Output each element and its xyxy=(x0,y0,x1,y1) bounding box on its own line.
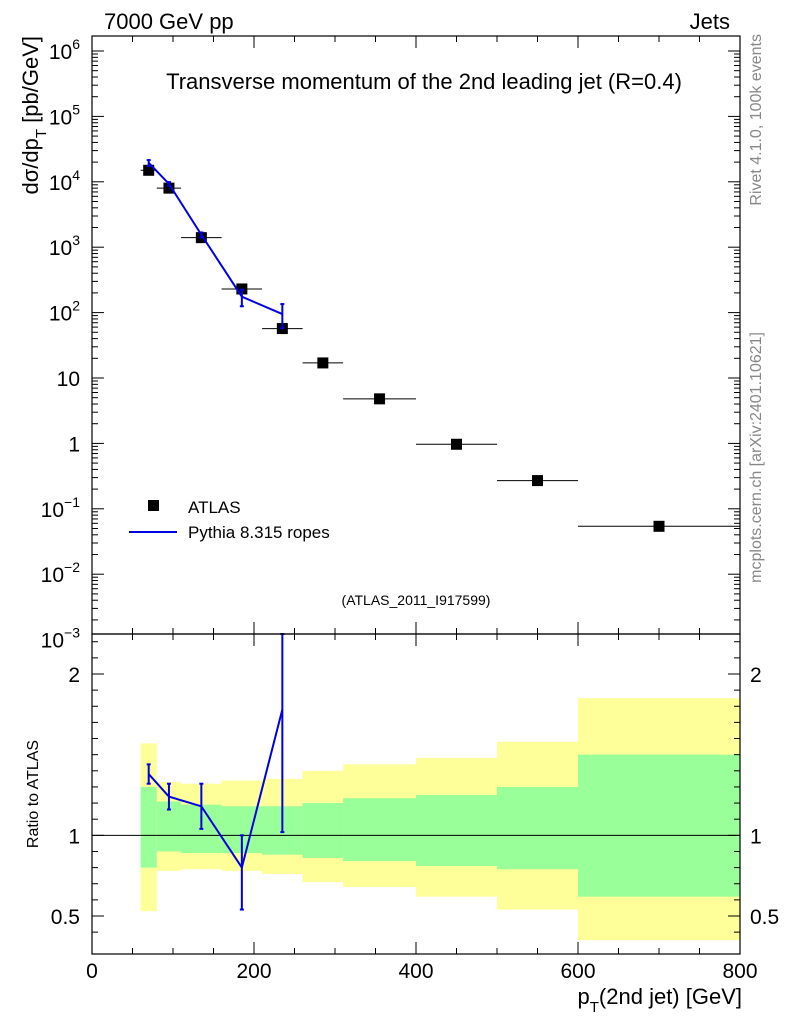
ratio-y-tick-label-right: 2 xyxy=(750,664,762,687)
legend-pythia-label: Pythia 8.315 ropes xyxy=(188,523,330,542)
x-tick-label: 400 xyxy=(398,960,433,983)
ratio-plot-panel: 0.5 0.51 12 2 0 200 400 600 800 Ratio to ATLAS … xyxy=(25,633,779,1016)
ratio-y-tick-label-right: 1 xyxy=(750,825,762,848)
side-generator-label: Rivet 4.1.0, 100k events xyxy=(748,34,765,206)
ratio-uncertainty-bands xyxy=(140,698,740,941)
main-y-tick-label: 105 xyxy=(49,101,80,129)
x-tick-labels: 0 200 400 600 800 xyxy=(86,960,757,983)
ratio-inner-band xyxy=(140,786,157,868)
x-axis-label-rest: (2nd jet) [GeV] xyxy=(599,984,742,1009)
ratio-inner-band xyxy=(497,786,578,870)
ratio-y-tick-label-left: 2 xyxy=(68,664,80,687)
atlas-data-point xyxy=(451,438,462,450)
x-tick-label: 200 xyxy=(236,960,271,983)
x-tick-label: 600 xyxy=(560,960,595,983)
main-y-tick-label: 1 xyxy=(68,433,80,456)
atlas-data-point xyxy=(532,475,543,487)
main-plot-data-layer xyxy=(140,159,740,532)
main-plot-frame xyxy=(91,35,741,635)
atlas-data-point xyxy=(653,520,665,532)
main-y-tick-label: 10−3 xyxy=(41,625,81,653)
legend: ATLAS Pythia 8.315 ropes xyxy=(129,498,330,542)
x-axis-label-p: p xyxy=(578,984,590,1009)
header-energy-label: 7000 GeV pp xyxy=(104,9,234,34)
ratio-plot-ticks xyxy=(91,634,741,954)
main-y-tick-label: 10−2 xyxy=(41,559,81,587)
x-axis-label: pT(2nd jet) [GeV] xyxy=(578,984,743,1016)
main-plot-ticks xyxy=(91,36,741,634)
atlas-data-point xyxy=(163,182,175,194)
ratio-inner-band xyxy=(416,795,497,866)
main-y-axis-label: dσ/dpT [pb/GeV] xyxy=(18,36,50,195)
ratio-inner-band xyxy=(343,798,416,862)
ratio-inner-band xyxy=(302,803,344,858)
atlas-data-point xyxy=(374,393,386,405)
main-y-tick-label: 103 xyxy=(49,232,80,260)
main-y-tick-label: 10 xyxy=(57,368,80,391)
analysis-label: (ATLAS_2011_I917599) xyxy=(342,592,491,608)
legend-atlas-marker xyxy=(148,500,159,511)
legend-atlas-label: ATLAS xyxy=(188,498,241,517)
main-y-tick-label: 106 xyxy=(49,36,80,64)
ratio-y-tick-label-left: 1 xyxy=(68,825,80,848)
x-tick-label: 800 xyxy=(722,960,757,983)
ratio-y-tick-label-right: 0.5 xyxy=(750,906,779,929)
atlas-data-point xyxy=(317,357,329,369)
ratio-inner-band xyxy=(578,754,740,897)
main-plot-title: Transverse momentum of the 2nd leading j… xyxy=(166,69,682,94)
header-category-label: Jets xyxy=(690,9,730,34)
ratio-y-tick-label-left: 0.5 xyxy=(51,906,80,929)
x-axis-label-subscript: T xyxy=(590,999,599,1016)
main-y-tick-label: 10−1 xyxy=(41,494,81,522)
ratio-y-axis-label: Ratio to ATLAS xyxy=(25,740,42,848)
atlas-data-point xyxy=(143,164,155,176)
main-y-tick-label: 102 xyxy=(49,298,80,326)
ratio-y-tick-labels: 0.5 0.5 1 1 2 2 xyxy=(51,664,779,929)
main-y-tick-label: 104 xyxy=(49,167,80,195)
side-source-label: mcplots.cern.ch [arXiv:2401.10621] xyxy=(748,332,765,583)
x-tick-label: 0 xyxy=(86,960,98,983)
